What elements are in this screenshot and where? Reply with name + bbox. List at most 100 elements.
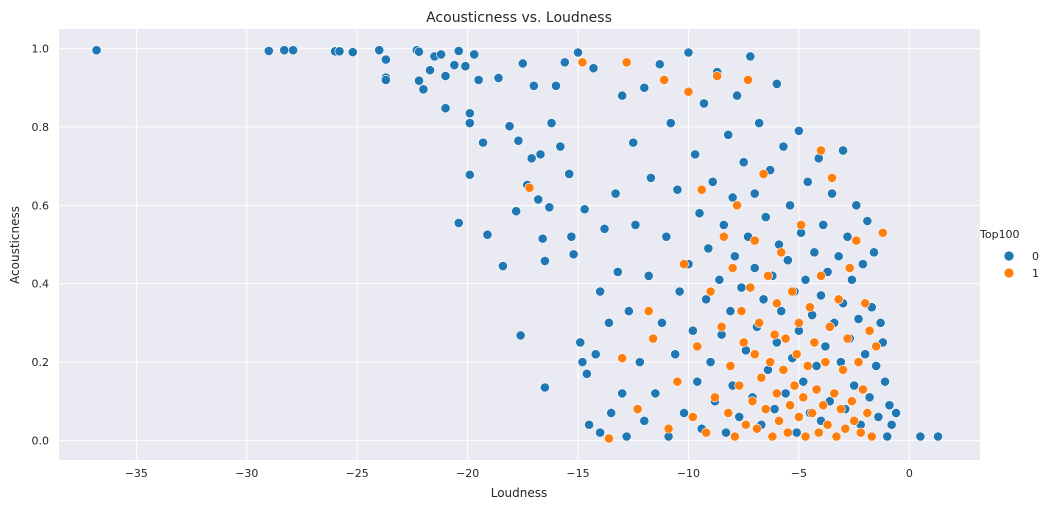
data-point xyxy=(721,427,731,438)
legend: Top100 0 1 xyxy=(979,228,1039,280)
data-point xyxy=(752,423,762,434)
data-point xyxy=(670,349,681,360)
data-point xyxy=(493,73,504,83)
data-point xyxy=(577,357,588,367)
legend-marker-1 xyxy=(1003,267,1015,279)
data-point xyxy=(606,408,617,418)
data-point xyxy=(829,388,840,399)
data-point xyxy=(577,57,588,68)
data-point xyxy=(809,247,820,258)
data-point xyxy=(849,380,860,391)
data-point xyxy=(818,220,829,230)
data-point xyxy=(683,47,694,58)
x-axis-label: Loudness xyxy=(491,486,548,500)
data-point xyxy=(835,404,846,414)
data-point xyxy=(754,118,765,128)
data-point xyxy=(840,423,851,434)
data-point xyxy=(732,90,742,101)
y-tick-label: 1.0 xyxy=(32,43,50,56)
data-point xyxy=(643,270,654,281)
data-point xyxy=(729,251,740,262)
data-point xyxy=(696,184,707,195)
data-point xyxy=(842,333,853,344)
data-point xyxy=(745,51,756,62)
x-tick-label: −30 xyxy=(235,467,258,480)
data-point xyxy=(749,235,760,246)
data-point xyxy=(778,364,789,375)
data-point xyxy=(374,45,385,56)
data-point xyxy=(798,392,809,403)
data-point xyxy=(820,341,831,352)
data-point xyxy=(692,341,703,352)
data-points xyxy=(91,45,943,444)
data-point xyxy=(805,302,815,313)
data-point xyxy=(464,169,475,180)
data-point xyxy=(654,59,665,70)
data-point xyxy=(288,45,299,56)
data-point xyxy=(464,108,475,119)
data-point xyxy=(540,256,550,266)
data-point xyxy=(882,431,893,442)
data-point xyxy=(771,388,782,399)
data-point xyxy=(440,71,451,81)
data-point xyxy=(453,46,464,56)
data-point xyxy=(725,306,736,317)
data-point xyxy=(699,98,709,109)
data-point xyxy=(729,431,740,442)
data-point xyxy=(776,306,787,317)
data-point xyxy=(749,349,760,360)
data-point xyxy=(517,58,528,69)
data-point xyxy=(414,75,424,86)
data-point xyxy=(464,118,475,128)
data-point xyxy=(621,57,632,68)
data-point xyxy=(725,361,736,371)
data-point xyxy=(632,404,643,414)
data-point xyxy=(634,357,645,367)
data-point xyxy=(771,298,782,309)
data-point xyxy=(778,141,789,152)
data-point xyxy=(813,427,824,438)
data-point xyxy=(279,45,290,56)
data-point xyxy=(679,408,689,418)
data-point xyxy=(498,261,508,271)
data-point xyxy=(833,294,844,305)
data-point xyxy=(449,60,460,70)
data-point xyxy=(727,263,738,273)
data-point xyxy=(780,388,791,399)
data-point xyxy=(734,380,745,391)
legend-title: Top100 xyxy=(979,228,1020,241)
x-tick-label: −25 xyxy=(346,467,369,480)
data-point xyxy=(727,192,738,203)
data-point xyxy=(782,427,793,438)
data-point xyxy=(789,380,800,391)
data-point xyxy=(703,243,714,254)
data-point xyxy=(701,427,712,438)
x-tick-label: 0 xyxy=(906,467,913,480)
data-point xyxy=(418,84,429,95)
data-point xyxy=(701,294,712,305)
data-point xyxy=(800,274,811,285)
data-point xyxy=(511,206,522,217)
data-point xyxy=(866,431,877,442)
data-point xyxy=(546,118,557,128)
data-point xyxy=(886,419,897,430)
data-point xyxy=(440,103,451,114)
data-point xyxy=(822,419,833,430)
data-point xyxy=(535,149,546,160)
data-point xyxy=(793,125,804,136)
data-point xyxy=(646,172,656,183)
data-point xyxy=(617,388,628,399)
data-point xyxy=(564,169,575,179)
data-point xyxy=(807,408,818,418)
data-point xyxy=(831,431,842,442)
data-point xyxy=(712,71,723,81)
data-point xyxy=(880,376,890,387)
data-point xyxy=(723,129,734,140)
data-point xyxy=(579,204,590,215)
series-top100-1 xyxy=(524,57,888,444)
chart-title: Acousticness vs. Loudness xyxy=(426,10,612,26)
data-point xyxy=(604,317,614,328)
data-point xyxy=(590,349,601,360)
data-point xyxy=(758,169,769,179)
